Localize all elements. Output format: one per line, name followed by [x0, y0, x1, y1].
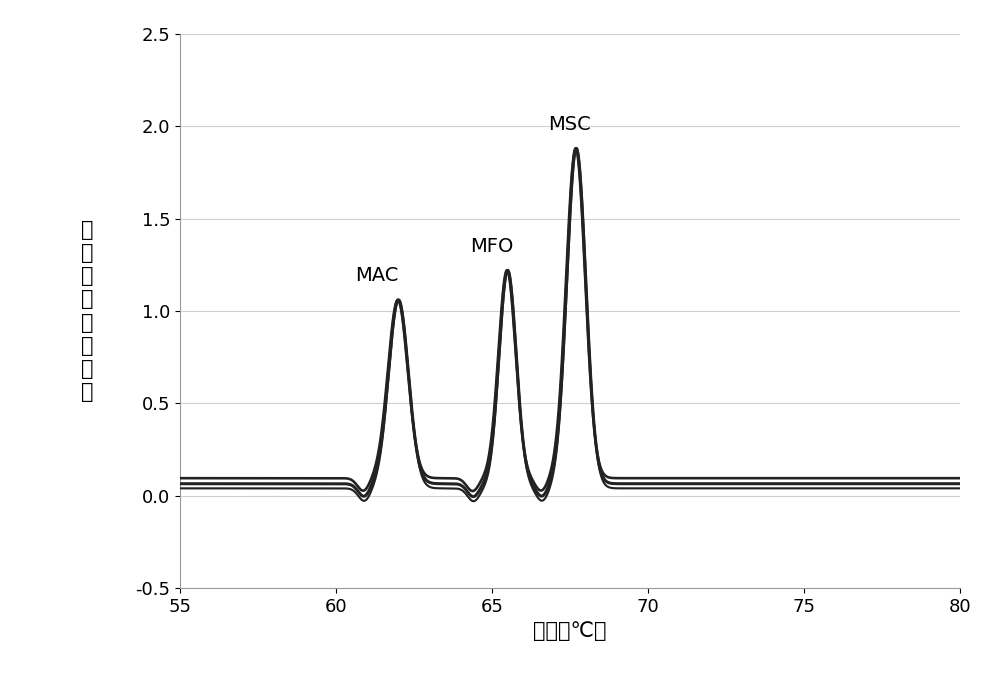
Text: MAC: MAC — [355, 266, 398, 285]
Text: MSC: MSC — [549, 114, 591, 134]
Text: MFO: MFO — [470, 237, 514, 256]
Y-axis label: 荧
光
信
号
倒
数
数
值: 荧 光 信 号 倒 数 数 值 — [81, 220, 94, 402]
X-axis label: 温度（℃）: 温度（℃） — [533, 621, 607, 642]
